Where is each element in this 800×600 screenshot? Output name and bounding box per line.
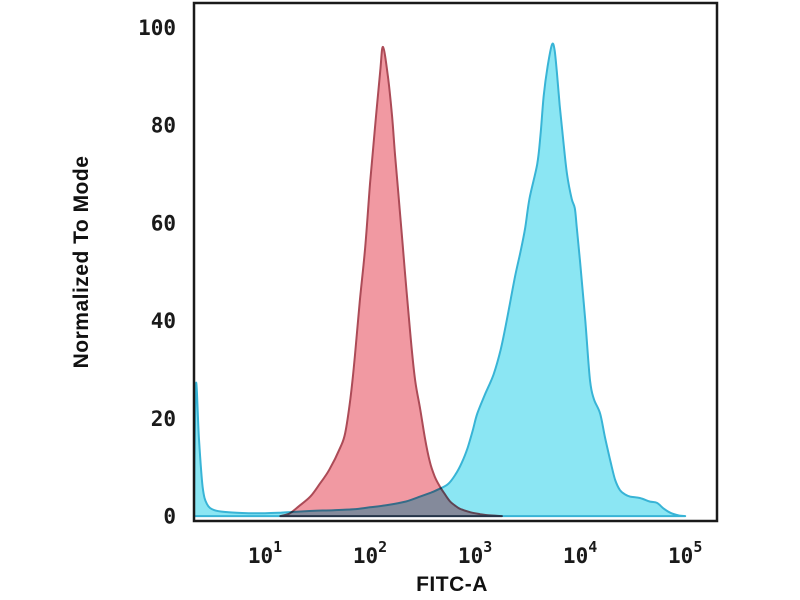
- x-tick-label-1e2: 102: [353, 538, 387, 568]
- x-tick-label-1e1: 101: [248, 538, 282, 568]
- y-tick-label-100: 100: [138, 16, 176, 40]
- y-tick-label-80: 80: [151, 114, 176, 138]
- x-tick-label-1e3: 103: [458, 538, 492, 568]
- x-axis-title: FITC-A: [416, 573, 488, 596]
- y-tick-label-20: 20: [151, 407, 176, 431]
- y-tick-label-60: 60: [151, 211, 176, 235]
- y-tick-label-0: 0: [163, 505, 176, 529]
- y-tick-label-40: 40: [151, 309, 176, 333]
- x-tick-label-1e5: 105: [668, 538, 702, 568]
- plot-frame: [192, 1, 719, 523]
- x-tick-label-1e4: 104: [563, 538, 597, 568]
- cyan-filled-histogram-area: [194, 42, 687, 518]
- y-axis-title: Normalized To Mode: [70, 156, 93, 369]
